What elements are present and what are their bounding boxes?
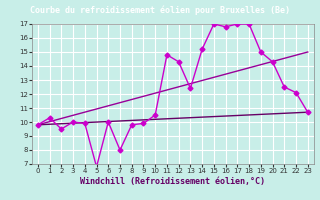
X-axis label: Windchill (Refroidissement éolien,°C): Windchill (Refroidissement éolien,°C) <box>80 177 265 186</box>
Text: Courbe du refroidissement éolien pour Bruxelles (Be): Courbe du refroidissement éolien pour Br… <box>30 5 290 15</box>
